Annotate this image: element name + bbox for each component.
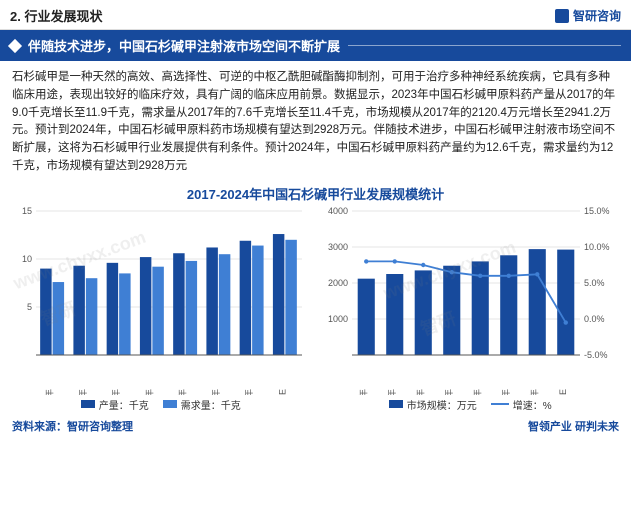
legend-swatch xyxy=(163,400,177,408)
source-value: 智研咨询整理 xyxy=(67,421,133,433)
paragraph: 石杉碱甲是一种天然的高效、高选择性、可逆的中枢乙酰胆碱酯酶抑制剂，可用于治疗多种… xyxy=(0,61,631,180)
right-chart-svg: 1000 2000 3000 4000 -5.0% 0.0% 5.0% 10.0% 15.0% 2… xyxy=(318,205,618,395)
footer-brand: 智领产业 研判未来 xyxy=(528,418,619,434)
legend-item: 产量：千克 xyxy=(81,397,149,412)
brand-icon xyxy=(555,9,569,23)
legend-label: 市场规模：万元 xyxy=(407,397,477,412)
legend-swatch xyxy=(491,403,509,405)
source-label: 资料来源：智研咨询整理 xyxy=(12,418,133,434)
svg-text:10: 10 xyxy=(22,254,32,264)
sub-header-bar: 伴随技术进步，中国石杉碱甲注射液市场空间不断扩展 xyxy=(0,30,631,61)
svg-text:2017年: 2017年 xyxy=(357,389,368,395)
legend-label: 增速：% xyxy=(513,397,552,412)
svg-text:5.0%: 5.0% xyxy=(584,278,605,288)
legend-label: 产量：千克 xyxy=(99,397,149,412)
svg-text:2019年: 2019年 xyxy=(414,389,425,395)
legend-swatch xyxy=(389,400,403,408)
svg-text:2018年: 2018年 xyxy=(77,389,88,395)
svg-text:-5.0%: -5.0% xyxy=(584,350,608,360)
footer: 资料来源：智研咨询整理 智领产业 研判未来 xyxy=(0,414,631,438)
left-chart: 5 10 15 2017年 2018年 2019年 2020年 2021年 2022年 2023年… xyxy=(8,205,314,412)
right-legend: 市场规模：万元 增速：% xyxy=(318,397,624,412)
section-title: 2. 行业发展现状 xyxy=(10,6,102,25)
svg-text:2021年: 2021年 xyxy=(177,389,188,395)
sub-header-line xyxy=(348,45,621,46)
svg-text:2020年: 2020年 xyxy=(442,389,453,395)
section-header: 2. 行业发展现状 智研咨询 xyxy=(0,0,631,30)
legend-swatch xyxy=(81,400,95,408)
chart-title: 2017-2024年中国石杉碱甲行业发展规模统计 xyxy=(0,184,631,203)
svg-text:15: 15 xyxy=(22,206,32,216)
brand-label: 智研咨询 xyxy=(555,7,621,24)
legend-label: 需求量：千克 xyxy=(181,397,241,412)
svg-text:2023年: 2023年 xyxy=(243,389,254,395)
svg-text:2024年E: 2024年E xyxy=(276,389,287,395)
left-legend: 产量：千克 需求量：千克 xyxy=(8,397,314,412)
svg-text:10.0%: 10.0% xyxy=(584,242,610,252)
svg-text:2023年: 2023年 xyxy=(528,389,539,395)
svg-text:2021年: 2021年 xyxy=(471,389,482,395)
right-chart: 1000 2000 3000 4000 -5.0% 0.0% 5.0% 10.0% 15.0% 2… xyxy=(318,205,624,412)
svg-text:4000: 4000 xyxy=(327,206,347,216)
svg-text:2024年E: 2024年E xyxy=(556,389,567,395)
svg-text:3000: 3000 xyxy=(327,242,347,252)
left-chart-svg: 5 10 15 2017年 2018年 2019年 2020年 2021年 2022年 2023年… xyxy=(8,205,308,395)
svg-text:2000: 2000 xyxy=(327,278,347,288)
svg-text:2019年: 2019年 xyxy=(110,389,121,395)
section-title-text: 行业发展现状 xyxy=(24,9,102,24)
section-number: 2. xyxy=(10,9,21,24)
diamond-icon xyxy=(8,38,22,52)
svg-text:0.0%: 0.0% xyxy=(584,314,605,324)
charts-row: 5 10 15 2017年 2018年 2019年 2020年 2021年 2022年 2023年… xyxy=(0,205,631,412)
source-label-text: 资料来源： xyxy=(12,421,67,433)
svg-text:2022年: 2022年 xyxy=(210,389,221,395)
legend-item: 市场规模：万元 xyxy=(389,397,477,412)
legend-item: 增速：% xyxy=(491,397,552,412)
svg-text:1000: 1000 xyxy=(327,314,347,324)
svg-text:15.0%: 15.0% xyxy=(584,206,610,216)
svg-text:2018年: 2018年 xyxy=(385,389,396,395)
sub-header-text: 伴随技术进步，中国石杉碱甲注射液市场空间不断扩展 xyxy=(28,36,340,55)
brand-text: 智研咨询 xyxy=(573,7,621,24)
svg-text:5: 5 xyxy=(27,302,32,312)
legend-item: 需求量：千克 xyxy=(163,397,241,412)
svg-text:2020年: 2020年 xyxy=(143,389,154,395)
svg-text:2022年: 2022年 xyxy=(499,389,510,395)
svg-text:2017年: 2017年 xyxy=(44,389,55,395)
